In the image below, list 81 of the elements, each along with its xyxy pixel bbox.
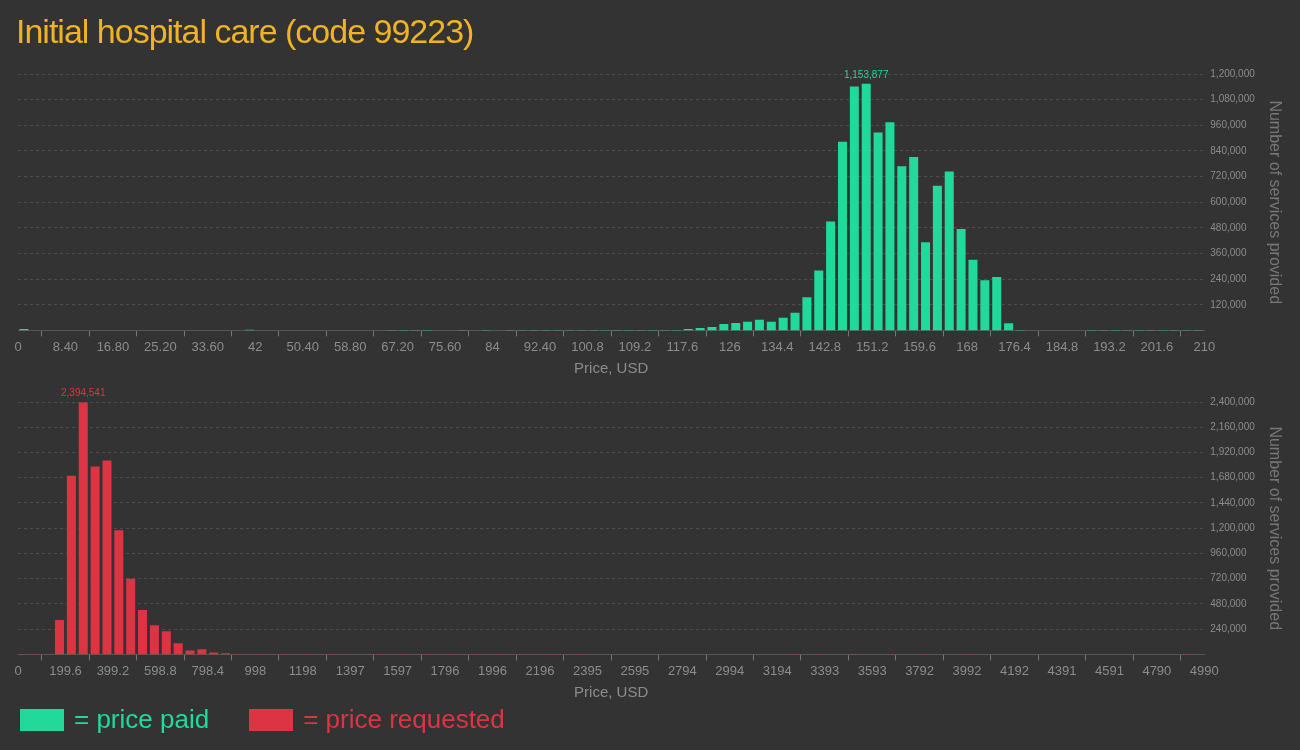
- y-tick-label: 360,000: [1210, 247, 1247, 259]
- x-tick-label: 3194: [762, 662, 792, 678]
- x-tick-label: 75.60: [428, 338, 462, 354]
- x-tick-label: 25.20: [144, 338, 177, 354]
- x-tick-label: 4192: [1000, 662, 1029, 678]
- x-tick-label: 201.6: [1140, 338, 1174, 354]
- y-tick-label: 720,000: [1210, 572, 1247, 584]
- x-tick-label: 4990: [1189, 662, 1219, 678]
- y-tick-label: 720,000: [1210, 170, 1247, 182]
- y-tick-label: 1,920,000: [1210, 446, 1256, 458]
- x-tick-label: 134.4: [760, 338, 794, 354]
- y-tick-label: 480,000: [1210, 221, 1247, 233]
- x-tick-label: 84: [485, 338, 500, 354]
- x-tick-label: 50.40: [286, 338, 319, 354]
- legend-label: = price requested: [303, 704, 505, 735]
- y-axis-title: Number of services provided: [1266, 426, 1284, 631]
- x-tick-label: 798.4: [191, 662, 225, 678]
- x-tick-label: 2196: [525, 662, 555, 678]
- x-tick-label: 0: [14, 338, 22, 354]
- data-label: 2,394,541: [61, 387, 106, 399]
- x-tick-label: 1198: [288, 662, 317, 678]
- x-tick-label: 16.80: [96, 338, 130, 354]
- y-tick-label: 960,000: [1210, 547, 1247, 559]
- x-tick-label: 117.6: [666, 338, 699, 354]
- x-tick-label: 0: [14, 662, 22, 678]
- x-tick-label: 159.6: [903, 338, 936, 354]
- x-tick-label: 998: [244, 662, 267, 678]
- x-tick-label: 2994: [715, 662, 745, 678]
- y-tick-label: 1,440,000: [1210, 496, 1256, 508]
- x-tick-label: 3593: [857, 662, 887, 678]
- y-tick-label: 480,000: [1210, 597, 1247, 609]
- x-tick-label: 126: [718, 338, 741, 354]
- x-axis-title: Price, USD: [574, 359, 649, 377]
- y-tick-label: 960,000: [1210, 119, 1247, 131]
- x-tick-label: 151.2: [855, 338, 889, 354]
- x-tick-label: 184.8: [1045, 338, 1079, 354]
- x-axis-title: Price, USD: [574, 683, 649, 701]
- x-tick-label: 2794: [667, 662, 697, 678]
- y-tick-label: 2,160,000: [1210, 420, 1256, 432]
- x-tick-label: 1397: [335, 662, 365, 678]
- y-tick-label: 1,080,000: [1210, 93, 1256, 105]
- x-tick-label: 176.4: [998, 338, 1031, 354]
- x-tick-label: 4790: [1142, 662, 1172, 678]
- chart-title: Initial hospital care (code 99223): [16, 12, 474, 51]
- x-tick-label: 1796: [430, 662, 460, 678]
- x-tick-label: 3792: [905, 662, 935, 678]
- x-tick-label: 2395: [572, 662, 602, 678]
- y-tick-label: 1,200,000: [1210, 67, 1256, 79]
- x-tick-label: 2595: [620, 662, 650, 678]
- y-tick-label: 240,000: [1210, 622, 1247, 634]
- x-tick-label: 33.60: [191, 338, 225, 354]
- x-tick-label: 4391: [1047, 662, 1077, 678]
- x-tick-label: 3393: [810, 662, 840, 678]
- x-tick-label: 210: [1193, 338, 1216, 354]
- x-tick-label: 109.2: [618, 338, 652, 354]
- x-tick-label: 142.8: [808, 338, 841, 354]
- y-axis-title: Number of services provided: [1266, 100, 1284, 305]
- x-tick-label: 193.2: [1093, 338, 1126, 354]
- y-tick-label: 840,000: [1210, 144, 1247, 156]
- y-tick-label: 1,200,000: [1210, 521, 1256, 533]
- y-tick-label: 240,000: [1210, 272, 1247, 284]
- x-tick-label: 58.80: [333, 338, 367, 354]
- y-tick-label: 1,680,000: [1210, 471, 1256, 483]
- x-tick-label: 67.20: [381, 338, 414, 354]
- x-tick-label: 92.40: [523, 338, 557, 354]
- x-tick-label: 598.8: [144, 662, 177, 678]
- x-tick-label: 42: [248, 338, 263, 354]
- x-tick-label: 1996: [478, 662, 507, 678]
- x-tick-label: 4591: [1094, 662, 1124, 678]
- x-tick-label: 199.6: [49, 662, 82, 678]
- x-tick-label: 100.8: [571, 338, 604, 354]
- x-tick-label: 168: [956, 338, 978, 354]
- legend-label: = price paid: [74, 704, 210, 735]
- x-tick-label: 3992: [952, 662, 982, 678]
- y-tick-label: 120,000: [1210, 298, 1247, 310]
- x-tick-label: 1597: [383, 662, 413, 678]
- y-tick-label: 2,400,000: [1210, 395, 1256, 407]
- x-tick-label: 8.40: [52, 338, 79, 354]
- y-tick-label: 600,000: [1210, 195, 1247, 207]
- data-label: 1,153,877: [843, 68, 889, 80]
- x-tick-label: 399.2: [96, 662, 130, 678]
